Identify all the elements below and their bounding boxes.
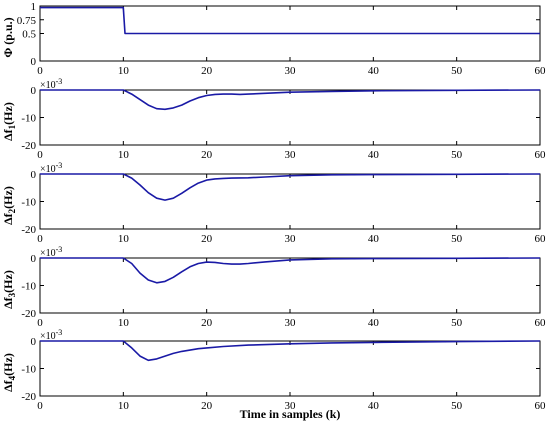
y-exponent-base: ×10 — [40, 331, 56, 342]
y-exponent-power: -3 — [56, 328, 63, 337]
x-tick-label: 20 — [201, 400, 213, 412]
y-exponent-power: -3 — [56, 161, 63, 170]
x-tick-label: 50 — [451, 317, 463, 329]
x-tick-label: 0 — [37, 317, 43, 329]
y-tick-label: 1 — [31, 1, 37, 13]
y-axis-label-subscript: 2 — [7, 208, 17, 213]
y-exponent-label: ×10-3 — [40, 245, 62, 259]
y-axis-label-unit: (Hz) — [1, 102, 15, 125]
y-tick-label: -10 — [21, 113, 36, 125]
x-tick-label: 0 — [37, 233, 43, 245]
x-tick-label: 10 — [118, 149, 130, 161]
x-tick-label: 60 — [535, 400, 547, 412]
y-axis-label-main: Δf — [1, 128, 15, 141]
x-tick-label: 30 — [285, 65, 297, 77]
y-exponent-power: -3 — [56, 77, 63, 86]
x-tick-label: 10 — [118, 65, 130, 77]
x-tick-label: 50 — [451, 233, 463, 245]
y-exponent-base: ×10 — [40, 80, 56, 91]
y-tick-label: -10 — [21, 281, 36, 293]
x-tick-label: 30 — [285, 400, 297, 412]
x-tick-label: 0 — [37, 149, 43, 161]
y-tick-label: -20 — [21, 391, 36, 403]
y-tick-label: -20 — [21, 140, 36, 152]
y-axis-label-main: Δf — [1, 379, 15, 392]
x-tick-label: 60 — [535, 317, 547, 329]
x-tick-label: 60 — [535, 233, 547, 245]
x-tick-label: 0 — [37, 65, 43, 77]
y-exponent-power: -3 — [56, 245, 63, 254]
y-axis-label-1: Φ (p.u.) — [1, 17, 15, 57]
y-tick-label: 0 — [31, 169, 37, 181]
x-tick-label: 30 — [285, 317, 297, 329]
y-exponent-base: ×10 — [40, 164, 56, 175]
y-axis-label-main: Δf — [1, 296, 15, 309]
panel-2: 0 10 20 30 40 50 60 0 -10 -20 ×10-3 Δf1(Hz) — [1, 77, 546, 161]
x-tick-label: 0 — [37, 400, 43, 412]
y-tick-label: 0 — [31, 253, 37, 265]
series-line-panel-1 — [40, 6, 540, 35]
y-tick-label: -10 — [21, 364, 36, 376]
x-tick-label: 30 — [285, 149, 297, 161]
x-tick-label: 20 — [201, 149, 213, 161]
x-tick-label: 60 — [535, 149, 547, 161]
x-axis-label: Time in samples (k) — [240, 407, 341, 421]
x-tick-label: 40 — [368, 65, 380, 77]
y-tick-label: -20 — [21, 308, 36, 320]
panel-3: 0 10 20 30 40 50 60 0 -10 -20 ×10-3 Δf2(Hz) — [1, 161, 546, 245]
x-tick-label: 40 — [368, 233, 380, 245]
y-axis-label-main: Δf — [1, 212, 15, 225]
y-tick-label: 0.5 — [22, 29, 36, 41]
y-exponent-base: ×10 — [40, 248, 56, 259]
y-exponent-label: ×10-3 — [40, 328, 62, 342]
x-tick-label: 20 — [201, 233, 213, 245]
x-tick-label: 40 — [368, 149, 380, 161]
y-axis-label-unit: (Hz) — [1, 186, 15, 209]
y-axis-label-5: Δf4(Hz) — [1, 353, 17, 392]
x-tick-label: 60 — [535, 65, 547, 77]
x-tick-label: 30 — [285, 233, 297, 245]
y-tick-label: 0 — [31, 85, 37, 97]
y-exponent-label: ×10-3 — [40, 77, 62, 91]
x-tick-label: 50 — [451, 149, 463, 161]
x-tick-label: 20 — [201, 65, 213, 77]
panel-4: 0 10 20 30 40 50 60 0 -10 -20 ×10-3 Δf3(Hz) — [1, 245, 546, 329]
y-axis-label-unit: (Hz) — [1, 353, 15, 376]
x-tick-label: 50 — [451, 400, 463, 412]
y-axis-label-subscript: 3 — [7, 292, 17, 297]
y-axis-label-subscript: 4 — [7, 375, 17, 380]
y-tick-label: -10 — [21, 197, 36, 209]
y-axis-label-3: Δf2(Hz) — [1, 186, 17, 225]
x-tick-label: 20 — [201, 317, 213, 329]
y-tick-label: 0.75 — [17, 15, 37, 27]
y-tick-label: 0 — [31, 56, 37, 68]
series-line-panel-2 — [40, 89, 541, 111]
panel-1: 0 10 20 30 40 50 60 1 0.75 0.5 0 Φ (p.u.) — [1, 1, 546, 77]
y-axis-label-2: Δf1(Hz) — [1, 102, 17, 141]
series-line-panel-3 — [40, 173, 541, 201]
x-tick-label: 50 — [451, 65, 463, 77]
y-exponent-label: ×10-3 — [40, 161, 62, 175]
panel-5: 0 10 20 30 40 50 60 0 -10 -20 ×10-3 Δf4(Hz) — [1, 328, 546, 412]
x-tick-label: 10 — [118, 233, 130, 245]
series-line-panel-5 — [40, 340, 541, 362]
y-tick-label: 0 — [31, 336, 37, 348]
y-axis-label-4: Δf3(Hz) — [1, 270, 17, 309]
x-tick-label: 10 — [118, 400, 130, 412]
y-tick-label: -20 — [21, 224, 36, 236]
x-tick-label: 10 — [118, 317, 130, 329]
y-axis-label-unit: (Hz) — [1, 270, 15, 293]
x-tick-label: 40 — [368, 317, 380, 329]
x-tick-label: 40 — [368, 400, 380, 412]
series-line-panel-4 — [40, 257, 541, 284]
y-axis-label-subscript: 1 — [7, 124, 17, 129]
